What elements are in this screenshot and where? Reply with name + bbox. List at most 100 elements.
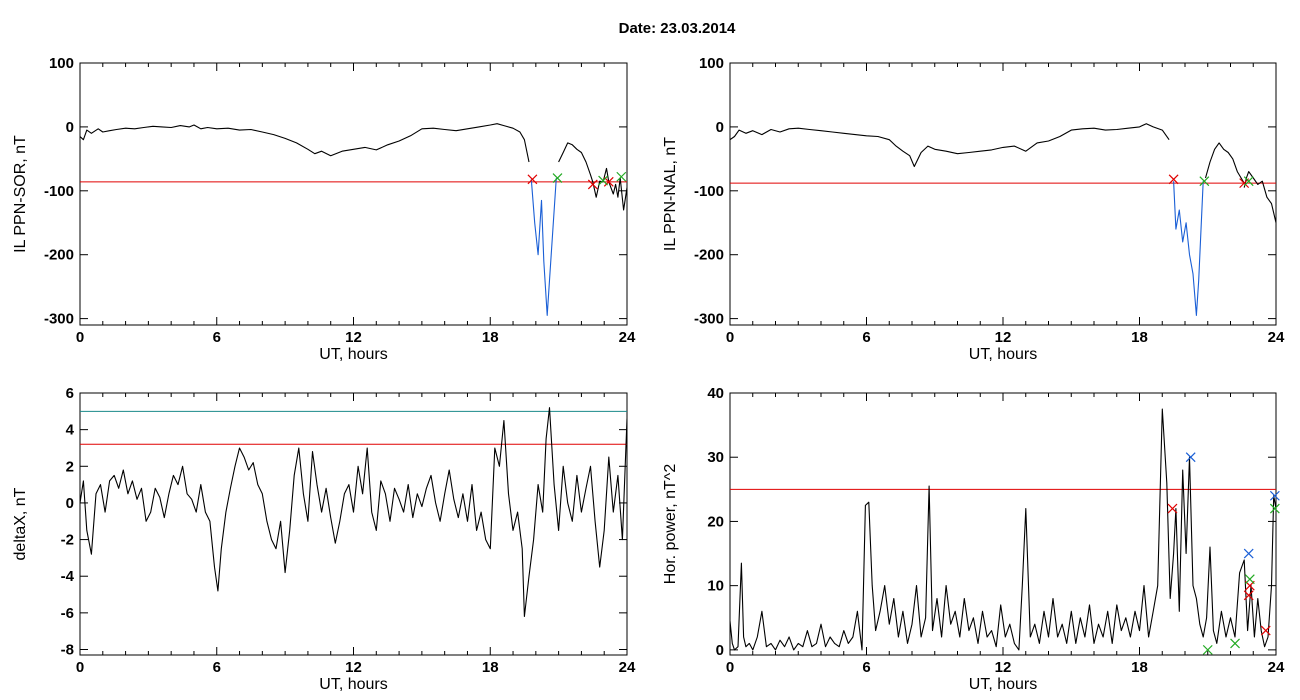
ppn-nal-xtick-label-3: 18 — [1131, 329, 1148, 346]
ppn-nal-series-0 — [730, 123, 1170, 168]
ppn-sor-start-marker-1 — [587, 179, 598, 190]
delta-x-series-0 — [80, 407, 627, 618]
hor-power-green-marker-3 — [1269, 503, 1280, 514]
ppn-sor-ytick-label-1: 0 — [66, 119, 74, 136]
ppn-sor-ytick-label-0: 100 — [49, 55, 74, 72]
delta-x-xtick-label-2: 12 — [345, 659, 362, 676]
hor-power-green-marker-2 — [1244, 574, 1255, 585]
hor-power-plot-frame — [729, 392, 1277, 656]
ppn-nal-end-marker-1-stroke-b — [1243, 176, 1254, 187]
panel-ppn-sor: 0 6 12 18 24 100 0 -100 -200 -300 UT, hours IL PPN-… — [12, 55, 636, 363]
delta-x-ytick-label-3: 0 — [66, 495, 74, 512]
hor-power-blue-marker-0-stroke-b — [1185, 452, 1196, 463]
delta-x-ytick-label-7: -8 — [61, 642, 74, 659]
hor-power-xtick-label-1: 6 — [862, 659, 870, 676]
delta-x-xtick-label-4: 24 — [619, 659, 636, 676]
hor-power-blue-marker-0 — [1185, 452, 1196, 463]
ppn-sor-end-marker-0-stroke-b — [552, 173, 563, 183]
ppn-nal-start-marker-0 — [1168, 174, 1179, 185]
ppn-sor-start-marker-1-stroke-b — [587, 179, 598, 190]
delta-x-ytick-label-0: 6 — [66, 385, 74, 402]
hor-power-xtick-label-0: 0 — [726, 659, 734, 676]
ppn-nal-ytick-label-3: -200 — [694, 247, 724, 264]
ppn-sor-data-area — [80, 123, 627, 316]
delta-x-ytick-label-5: -4 — [61, 568, 75, 585]
hor-power-ytick-label-1: 30 — [707, 449, 724, 466]
ppn-nal-ylabel: IL PPN-NAL, nT — [662, 137, 679, 251]
ppn-nal-xlabel: UT, hours — [969, 346, 1037, 363]
hor-power-blue-marker-2-stroke-b — [1269, 490, 1280, 501]
ppn-sor-xtick-label-3: 18 — [482, 329, 499, 346]
panel-hor-power: 0 6 12 18 24 40 30 20 10 0 UT, hours Hor. power, nT… — [662, 385, 1285, 693]
delta-x-xtick-label-1: 6 — [213, 659, 221, 676]
ppn-nal-end-marker-0-stroke-b — [1199, 176, 1210, 187]
hor-power-green-marker-1 — [1230, 638, 1240, 649]
ppn-nal-xtick-label-4: 24 — [1268, 329, 1285, 346]
ppn-sor-end-marker-2-stroke-b — [616, 171, 627, 182]
delta-x-data-area — [80, 407, 627, 618]
hor-power-green-marker-0-stroke-b — [1202, 644, 1213, 655]
ppn-nal-xtick-label-2: 12 — [995, 329, 1012, 346]
hor-power-xtick-label-3: 18 — [1131, 659, 1148, 676]
hor-power-red-marker-0-stroke-b — [1167, 503, 1178, 514]
hor-power-ytick-label-4: 0 — [716, 642, 724, 659]
ppn-sor-series-2 — [558, 142, 594, 183]
hor-power-ytick-label-2: 20 — [707, 513, 724, 530]
hor-power-blue-marker-1-stroke-b — [1243, 548, 1254, 559]
ppn-nal-start-marker-0-stroke-b — [1168, 174, 1179, 185]
hor-power-red-marker-3-stroke-b — [1260, 625, 1271, 636]
ppn-sor-ytick-label-4: -300 — [44, 311, 74, 328]
hor-power-red-marker-1-stroke-b — [1243, 590, 1254, 601]
ppn-nal-data-area — [730, 123, 1276, 316]
delta-x-ylabel: deltaX, nT — [12, 487, 29, 560]
ppn-sor-end-marker-1-stroke-b — [598, 175, 608, 186]
delta-x-ytick-label-4: -2 — [61, 532, 74, 549]
ppn-sor-end-marker-2 — [616, 171, 627, 182]
hor-power-blue-marker-1 — [1243, 548, 1254, 559]
hor-power-green-marker-1-stroke-b — [1230, 638, 1240, 649]
ppn-nal-end-marker-1 — [1243, 176, 1254, 187]
ppn-sor-xlabel: UT, hours — [319, 346, 387, 363]
ppn-sor-xtick-label-4: 24 — [619, 329, 636, 346]
delta-x-xtick-label-0: 0 — [76, 659, 84, 676]
ppn-nal-series-3 — [1243, 171, 1276, 223]
hor-power-ylabel: Hor. power, nT^2 — [662, 464, 679, 585]
ppn-nal-ytick-label-0: 100 — [699, 55, 724, 72]
ppn-sor-xtick-label-2: 12 — [345, 329, 362, 346]
ppn-sor-xtick-label-0: 0 — [76, 329, 84, 346]
ppn-nal-ytick-label-2: -100 — [694, 183, 724, 200]
hor-power-red-marker-0 — [1167, 503, 1178, 514]
hor-power-xlabel: UT, hours — [969, 676, 1037, 693]
ppn-sor-ylabel: IL PPN-SOR, nT — [12, 135, 29, 253]
ppn-sor-start-marker-2-stroke-b — [603, 176, 614, 187]
hor-power-green-marker-0 — [1202, 644, 1213, 655]
hor-power-red-marker-3 — [1260, 625, 1271, 636]
hor-power-xtick-label-4: 24 — [1268, 659, 1285, 676]
ppn-nal-xtick-label-1: 6 — [862, 329, 870, 346]
ppn-nal-xtick-label-0: 0 — [726, 329, 734, 346]
panel-ppn-nal: 0 6 12 18 24 100 0 -100 -200 -300 UT, hours IL PPN-… — [662, 55, 1285, 363]
hor-power-ytick-label-3: 10 — [707, 578, 724, 595]
ppn-sor-xtick-label-1: 6 — [213, 329, 221, 346]
hor-power-green-marker-3-stroke-b — [1269, 503, 1280, 514]
hor-power-xtick-label-2: 12 — [995, 659, 1012, 676]
ppn-sor-series-5 — [608, 177, 627, 211]
delta-x-ytick-label-6: -6 — [61, 605, 74, 622]
figure-title: Date: 23.03.2014 — [619, 20, 736, 37]
ppn-nal-ytick-label-1: 0 — [716, 119, 724, 136]
ppn-nal-ytick-label-4: -300 — [694, 311, 724, 328]
hor-power-blue-marker-2 — [1269, 490, 1280, 501]
delta-x-ytick-label-1: 4 — [66, 422, 75, 439]
ppn-sor-series-1 — [530, 177, 557, 316]
ppn-sor-series-0 — [80, 123, 530, 163]
delta-x-plot-frame — [79, 392, 628, 656]
hor-power-red-marker-1 — [1243, 590, 1254, 601]
delta-x-ytick-label-2: 2 — [66, 458, 74, 475]
panel-delta-x: 0 6 12 18 24 6 4 2 0 -2 -4 -6 -8 UT, hours deltaX, nT — [12, 385, 636, 693]
ppn-sor-start-marker-0-stroke-b — [527, 174, 538, 185]
ppn-sor-end-marker-1 — [598, 175, 608, 186]
ppn-sor-ytick-label-2: -100 — [44, 183, 74, 200]
delta-x-xlabel: UT, hours — [319, 676, 387, 693]
hor-power-ytick-label-0: 40 — [707, 385, 724, 402]
